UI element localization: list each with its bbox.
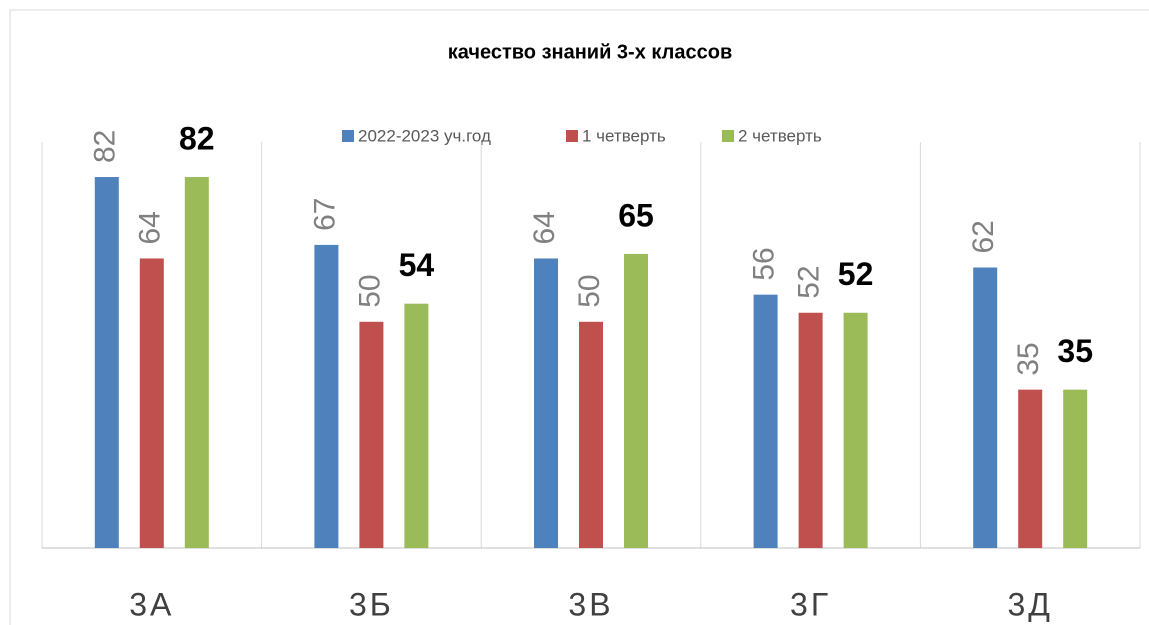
- data-label: 65: [618, 197, 654, 233]
- data-label: 56: [748, 247, 781, 280]
- data-label: 82: [179, 120, 215, 156]
- bar: [798, 312, 823, 548]
- data-label: 54: [399, 247, 435, 283]
- legend-label: 2 четверть: [738, 126, 822, 145]
- x-tick-label: 3Б: [349, 586, 394, 622]
- bar: [1063, 389, 1088, 548]
- x-tick-label: 3В: [568, 586, 613, 622]
- bar: [359, 321, 384, 548]
- bar: [624, 253, 648, 548]
- x-tick-label: 3Д: [1007, 586, 1052, 622]
- bar: [843, 312, 868, 548]
- data-label: 67: [308, 198, 341, 231]
- chart-title: качество знаний 3-х классов: [448, 41, 733, 63]
- bar: [534, 258, 558, 548]
- bar: [973, 267, 998, 548]
- bar: [1018, 389, 1043, 548]
- data-label: 50: [573, 274, 606, 307]
- bar: [753, 294, 778, 548]
- data-label: 62: [967, 220, 1000, 253]
- data-label: 50: [353, 274, 386, 307]
- legend-swatch: [722, 130, 734, 142]
- legend-swatch: [566, 130, 578, 142]
- legend-label: 2022-2023 уч.год: [358, 126, 491, 145]
- data-label: 35: [1057, 333, 1093, 369]
- bar: [184, 177, 209, 549]
- x-tick-label: 3Г: [790, 586, 831, 622]
- legend-swatch: [342, 130, 354, 142]
- bar: [139, 258, 164, 548]
- data-label: 52: [793, 265, 826, 298]
- data-label: 35: [1012, 342, 1045, 375]
- data-label: 64: [134, 211, 167, 244]
- data-label: 82: [89, 130, 122, 163]
- bar: [404, 303, 429, 548]
- bar: [94, 177, 119, 549]
- legend-label: 1 четверть: [582, 126, 666, 145]
- data-label: 52: [838, 256, 874, 292]
- bar: [314, 244, 339, 548]
- x-tick-label: 3А: [129, 586, 174, 622]
- bar: [579, 321, 603, 548]
- data-label: 64: [528, 211, 561, 244]
- chart-frame: [9, 9, 1149, 625]
